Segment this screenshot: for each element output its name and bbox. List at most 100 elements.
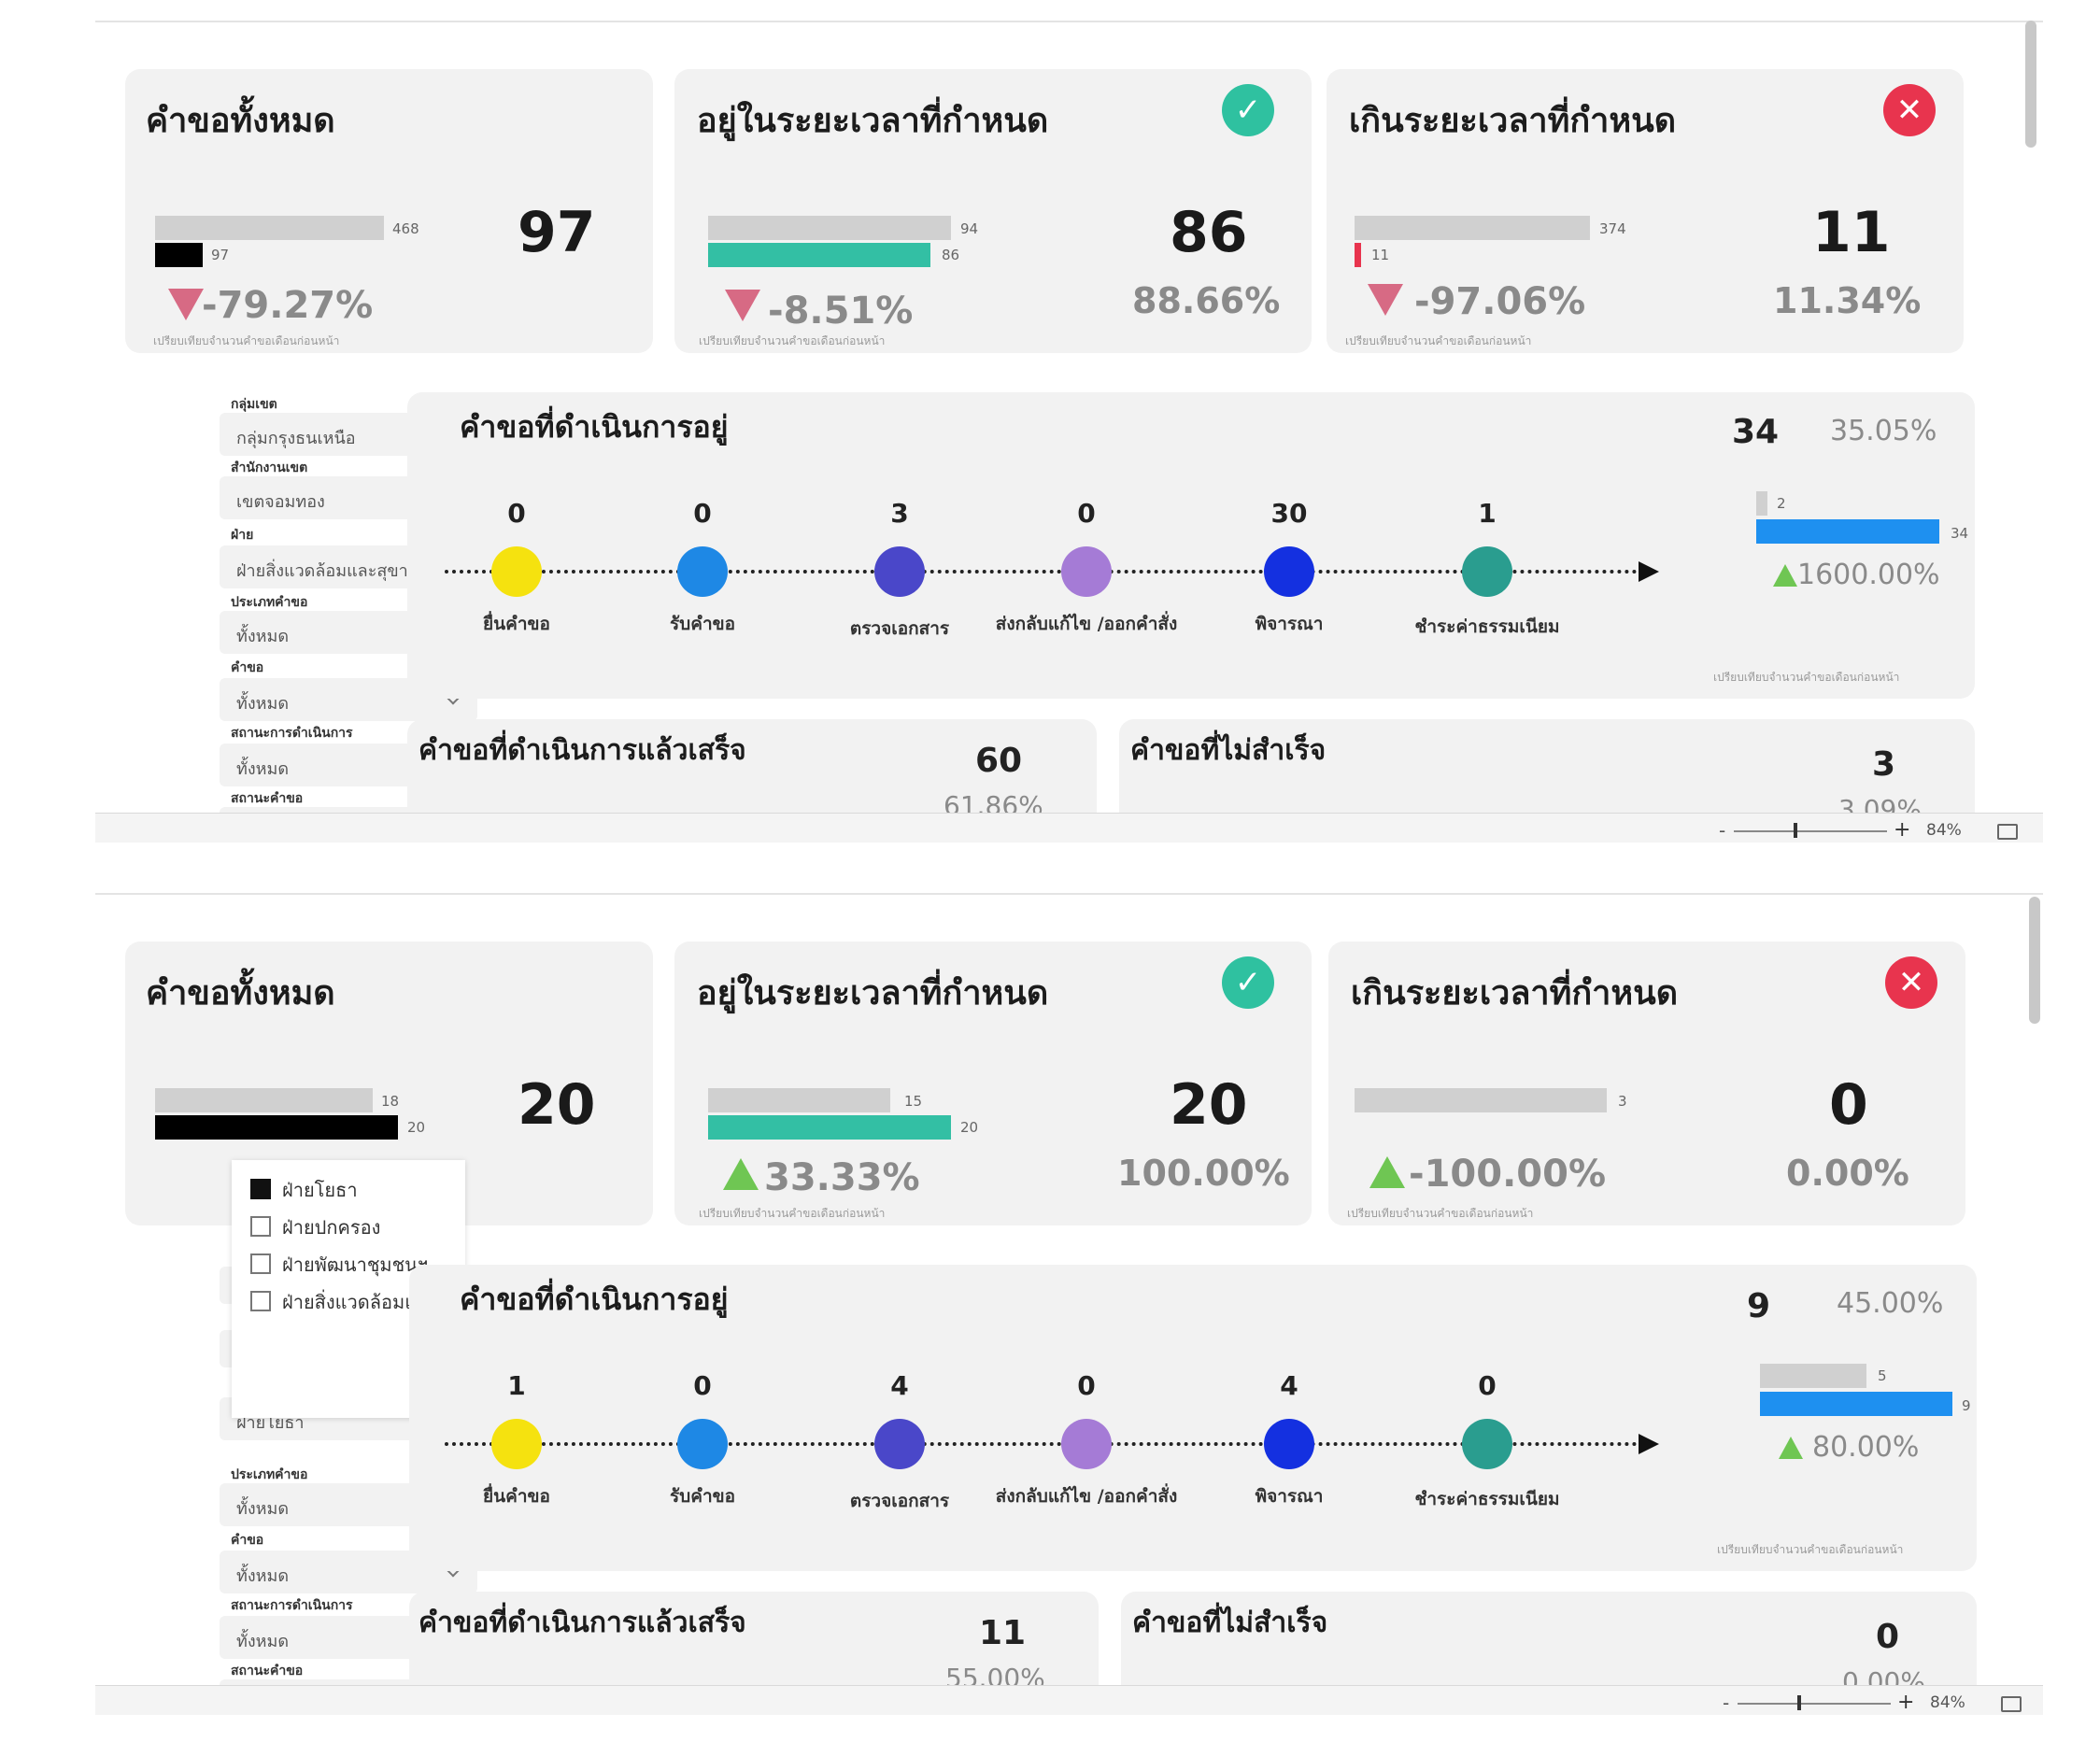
zoom-slider-handle[interactable] (1794, 823, 1797, 838)
filter-value: ทั้งหมด (236, 627, 290, 646)
vertical-scrollbar[interactable] (2029, 897, 2040, 1024)
close-icon: ✕ (1883, 84, 1936, 136)
step-label: รับคำขอ (669, 614, 736, 634)
step-dot[interactable] (1061, 1419, 1112, 1469)
filter-label: ประเภทคำขอ (231, 1467, 308, 1482)
current-month-bar (155, 243, 203, 267)
failed-value: 3 (1872, 745, 1896, 784)
step-label: ยื่นคำขอ (483, 1486, 550, 1507)
filter-value: ทั้งหมด (236, 1632, 290, 1651)
step-label: พิจารณา (1255, 1486, 1324, 1507)
filter-value: กลุ่มกรุงธนเหนือ (236, 429, 356, 448)
previous-month-bar (1355, 1088, 1607, 1112)
zoom-slider-track[interactable] (1734, 830, 1887, 832)
bar-label: 9 (1962, 1397, 1971, 1414)
completed-value: 11 (979, 1614, 1027, 1652)
step-dot[interactable] (677, 1419, 728, 1469)
card-title: คำขอที่ดำเนินการแล้วเสร็จ (419, 1607, 746, 1639)
vertical-scrollbar[interactable] (2025, 21, 2036, 148)
step-dot[interactable] (491, 546, 542, 597)
current-month-bar (708, 243, 930, 267)
zoom-in-button[interactable]: + (1897, 1691, 1915, 1714)
comparison-caption: เปรียบเทียบจำนวนคำขอเดือนก่อนหน้า (699, 1207, 886, 1220)
bar-label: 15 (904, 1093, 923, 1110)
step-dot[interactable] (1462, 546, 1512, 597)
step-label: ส่งกลับแก้ไข /ออกคำสั่ง (995, 614, 1178, 634)
bar-label: 18 (381, 1093, 400, 1110)
bar-label: 3 (1618, 1093, 1627, 1110)
bar-label: 2 (1777, 495, 1786, 512)
filter-label: ฝ่าย (231, 528, 254, 543)
overdue-percent: 0.00% (1786, 1153, 1909, 1194)
card-total-requests[interactable]: คำขอทั้งหมด 468 97 97 -79.27% เปรียบเทีย… (125, 69, 653, 353)
step-count: 3 (890, 498, 909, 529)
timeline-line (445, 1442, 1645, 1446)
step-label: พิจารณา (1255, 614, 1324, 634)
comparison-caption: เปรียบเทียบจำนวนคำขอเดือนก่อนหน้า (1717, 1543, 1904, 1556)
fit-page-icon[interactable] (1997, 824, 2018, 840)
zoom-slider-track[interactable] (1738, 1703, 1891, 1705)
step-dot[interactable] (677, 546, 728, 597)
step-count: 4 (890, 1370, 909, 1401)
in-progress-percent: 35.05% (1830, 415, 1937, 447)
card-overdue[interactable]: เกินระยะเวลาที่กำหนด ✕ 374 11 11 11.34% … (1327, 69, 1964, 353)
zoom-out-button[interactable]: - (1723, 1692, 1730, 1714)
card-title: คำขอที่ดำเนินการแล้วเสร็จ (419, 734, 746, 767)
card-title: เกินระยะเวลาที่กำหนด (1349, 102, 1677, 140)
filter-label: คำขอ (231, 660, 264, 675)
card-title: คำขอทั้งหมด (146, 102, 335, 140)
step-label: ตรวจเอกสาร (849, 618, 950, 639)
previous-month-bar (1355, 216, 1590, 240)
checkbox-icon[interactable] (250, 1253, 271, 1274)
dropdown-option[interactable]: ฝ่ายโยธา (250, 1175, 358, 1205)
card-title: คำขอที่ไม่สำเร็จ (1130, 734, 1327, 767)
step-label: ชำระค่าธรรมเนียม (1414, 616, 1560, 637)
current-month-bar (708, 1115, 951, 1140)
bar-label: 20 (407, 1119, 426, 1136)
filter-label: สถานะการดำเนินการ (231, 1598, 353, 1613)
timeline-line (445, 570, 1645, 574)
card-title: เกินระยะเวลาที่กำหนด (1351, 974, 1679, 1013)
fit-page-icon[interactable] (2001, 1696, 2022, 1712)
previous-month-bar (1760, 1364, 1866, 1388)
card-in-progress[interactable]: คำขอที่ดำเนินการอยู่ 1 ยื่นคำขอ 0 รับคำข… (409, 1265, 1977, 1571)
filter-value: ทั้งหมด (236, 759, 290, 779)
step-count: 0 (693, 1370, 712, 1401)
card-overdue[interactable]: เกินระยะเวลาที่กำหนด ✕ 3 0 0.00% -100.00… (1328, 942, 1965, 1225)
arrow-right-icon (1639, 561, 1659, 582)
step-label: ส่งกลับแก้ไข /ออกคำสั่ง (995, 1486, 1178, 1507)
checkbox-checked-icon[interactable] (250, 1179, 271, 1199)
panel-top-border (95, 21, 2043, 22)
zoom-out-button[interactable]: - (1719, 819, 1726, 842)
card-in-progress[interactable]: คำขอที่ดำเนินการอยู่ 0 ยื่นคำขอ 0 รับคำข… (407, 392, 1975, 699)
filter-value: ฝ่ายโยธา (236, 1413, 305, 1433)
up-triangle-icon (1773, 564, 1797, 587)
step-count: 0 (1478, 1370, 1497, 1401)
step-dot[interactable] (874, 546, 925, 597)
zoom-in-button[interactable]: + (1894, 818, 1911, 842)
dashboard-panel-1: คำขอทั้งหมด 468 97 97 -79.27% เปรียบเทีย… (95, 21, 2043, 843)
comparison-caption: เปรียบเทียบจำนวนคำขอเดือนก่อนหน้า (699, 334, 886, 347)
step-count: 1 (1478, 498, 1497, 529)
checkbox-icon[interactable] (250, 1291, 271, 1311)
card-on-time[interactable]: อยู่ในระยะเวลาที่กำหนด ✓ 94 86 86 88.66%… (674, 69, 1312, 353)
step-dot[interactable] (491, 1419, 542, 1469)
dropdown-option[interactable]: ฝ่ายปกครอง (250, 1212, 380, 1242)
step-dot[interactable] (1264, 1419, 1314, 1469)
down-triangle-icon (168, 289, 204, 320)
total-value: 20 (518, 1072, 596, 1138)
in-progress-value: 9 (1747, 1287, 1771, 1325)
zoom-slider-handle[interactable] (1797, 1695, 1801, 1710)
step-dot[interactable] (1061, 546, 1112, 597)
delta-percent: -100.00% (1409, 1153, 1607, 1196)
checkbox-icon[interactable] (250, 1216, 271, 1237)
previous-month-bar (155, 1088, 373, 1112)
card-on-time[interactable]: อยู่ในระยะเวลาที่กำหนด ✓ 15 20 20 100.00… (674, 942, 1312, 1225)
step-dot[interactable] (1462, 1419, 1512, 1469)
current-month-bar (155, 1115, 398, 1140)
delta-percent: -79.27% (202, 284, 374, 327)
step-dot[interactable] (1264, 546, 1314, 597)
dropdown-option[interactable]: ฝ่ายพัฒนาชุมชนฯ (250, 1250, 428, 1280)
step-dot[interactable] (874, 1419, 925, 1469)
filter-label: สถานะการดำเนินการ (231, 726, 353, 741)
